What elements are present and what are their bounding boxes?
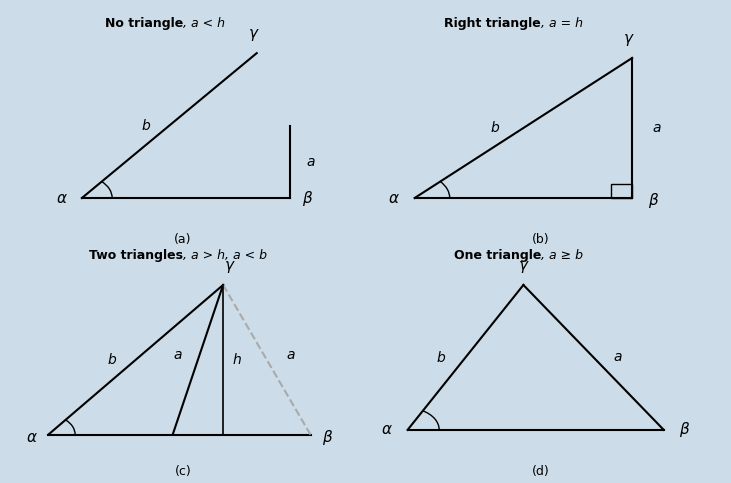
Text: $\alpha$: $\alpha$	[26, 429, 37, 445]
Text: $b$: $b$	[436, 350, 446, 365]
Text: $\beta$: $\beta$	[679, 420, 691, 440]
Text: $\gamma$: $\gamma$	[518, 259, 529, 275]
Text: $\gamma$: $\gamma$	[224, 259, 235, 275]
Text: $a$: $a$	[173, 348, 183, 362]
Text: , a < h: , a < h	[183, 17, 224, 30]
Text: $\beta$: $\beta$	[301, 188, 313, 208]
Text: , a = h: , a = h	[541, 17, 583, 30]
Text: $b$: $b$	[140, 118, 151, 133]
Text: Two triangles: Two triangles	[88, 249, 183, 262]
Text: (a): (a)	[174, 233, 192, 246]
Text: $b$: $b$	[491, 120, 501, 136]
Text: $\alpha$: $\alpha$	[387, 190, 400, 206]
Text: $h$: $h$	[232, 352, 241, 368]
Text: (b): (b)	[532, 233, 550, 246]
Text: $\alpha$: $\alpha$	[381, 422, 393, 438]
Text: $a$: $a$	[652, 121, 662, 135]
Text: $a$: $a$	[286, 348, 295, 362]
Text: $b$: $b$	[107, 352, 117, 368]
Text: , a ≥ b: , a ≥ b	[541, 249, 583, 262]
Text: $\gamma$: $\gamma$	[248, 28, 260, 43]
Text: , a > h, a < b: , a > h, a < b	[183, 249, 267, 262]
Text: Right triangle: Right triangle	[444, 17, 541, 30]
Text: $a$: $a$	[306, 155, 315, 169]
Text: (c): (c)	[175, 465, 191, 478]
Text: (d): (d)	[532, 465, 550, 478]
Text: One triangle: One triangle	[453, 249, 541, 262]
Text: $\beta$: $\beta$	[648, 191, 659, 210]
Text: $\alpha$: $\alpha$	[56, 190, 68, 206]
Text: $a$: $a$	[613, 351, 623, 364]
Text: No triangle: No triangle	[105, 17, 183, 30]
Text: $\gamma$: $\gamma$	[623, 32, 635, 48]
Text: $\beta$: $\beta$	[322, 427, 333, 447]
